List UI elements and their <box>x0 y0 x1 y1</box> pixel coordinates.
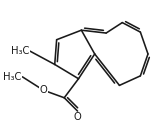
Text: O: O <box>39 85 47 95</box>
Text: H₃C: H₃C <box>11 46 29 56</box>
Text: H₃C: H₃C <box>3 72 21 82</box>
Text: O: O <box>74 112 82 122</box>
